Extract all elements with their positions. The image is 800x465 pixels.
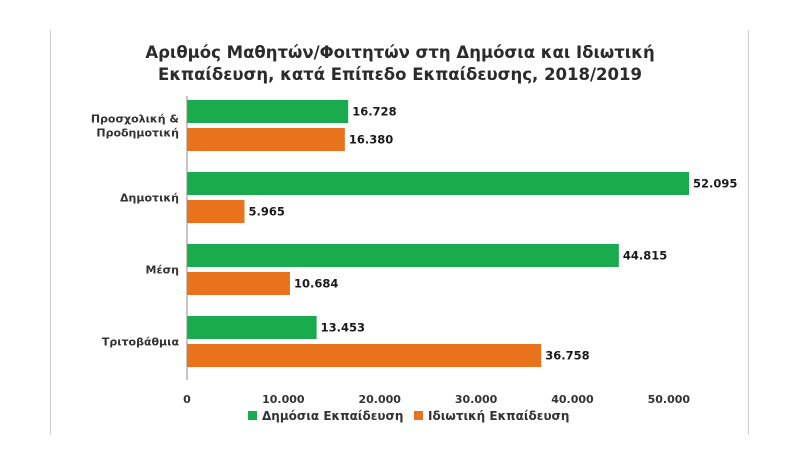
data-label-public-3: 13.453 [321, 321, 365, 335]
bar-public-0 [187, 100, 349, 123]
data-label-private-0: 16.380 [349, 133, 393, 147]
chart-title: Αριθμός Μαθητών/Φοιτητών στη Δημόσια και… [60, 42, 740, 86]
data-label-public-0: 16.728 [352, 105, 396, 119]
x-tick-label-4: 40.000 [551, 393, 594, 406]
bar-private-0 [187, 128, 345, 151]
category-label-0-0: Προσχολική & [91, 113, 180, 126]
chart-title-line-1: Αριθμός Μαθητών/Φοιτητών στη Δημόσια και… [145, 43, 655, 62]
chart-title-line-2: Εκπαίδευση, κατά Επίπεδο Εκπαίδευσης, 20… [158, 65, 642, 84]
bar-private-3 [187, 344, 542, 367]
bar-private-2 [187, 272, 290, 295]
x-tick-label-3: 30.000 [455, 393, 498, 406]
bar-public-2 [187, 244, 619, 267]
x-tick-label-2: 20.000 [359, 393, 402, 406]
legend-public-label: Δημόσια Εκπαίδευση [262, 409, 403, 423]
data-label-public-1: 52.095 [693, 177, 737, 191]
legend-private-label: Ιδιωτική Εκπαίδευση [428, 409, 569, 423]
x-tick-label-1: 10.000 [262, 393, 305, 406]
bar-public-3 [187, 316, 317, 339]
bar-private-1 [187, 200, 245, 223]
legend-private-swatch [414, 411, 423, 420]
data-label-private-3: 36.758 [545, 349, 589, 363]
category-label-0-1: Προδημοτική [96, 127, 179, 140]
x-tick-label-0: 0 [183, 393, 191, 406]
data-label-private-2: 10.684 [294, 277, 338, 291]
chart-frame [50, 30, 749, 435]
data-label-private-1: 5.965 [248, 205, 284, 219]
x-tick-label-5: 50.000 [648, 393, 691, 406]
bar-public-1 [187, 172, 690, 195]
category-label-1-0: Δημοτική [120, 192, 179, 205]
category-label-3-0: Τριτοβάθμια [102, 336, 180, 349]
legend-public-swatch [248, 411, 257, 420]
category-label-2-0: Μέση [146, 264, 179, 277]
data-label-public-2: 44.815 [623, 249, 667, 263]
